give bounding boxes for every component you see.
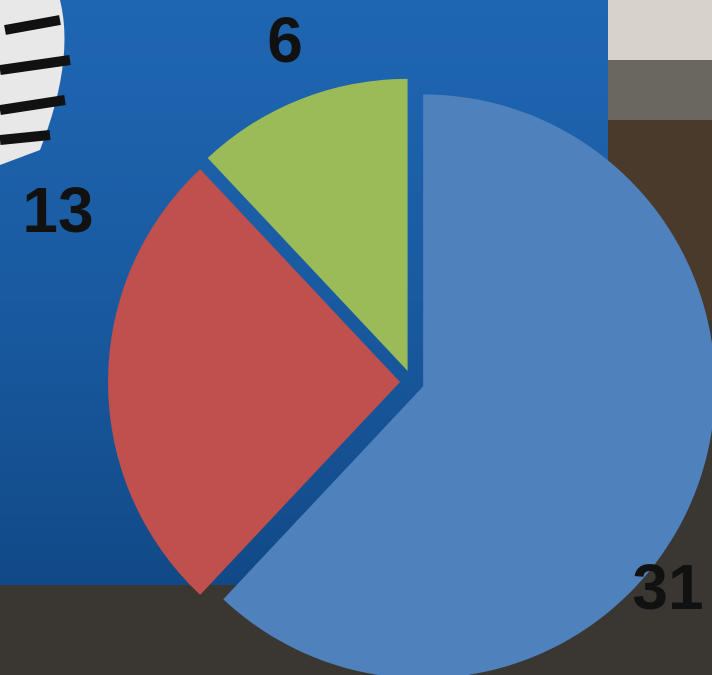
data-label: 6 bbox=[267, 4, 303, 76]
data-label: 31 bbox=[632, 551, 703, 623]
chart: 31 13 6 bbox=[0, 0, 712, 675]
page: {"chart_data": {"type": "pie", "values":… bbox=[0, 0, 712, 675]
data-label: 13 bbox=[22, 174, 93, 246]
